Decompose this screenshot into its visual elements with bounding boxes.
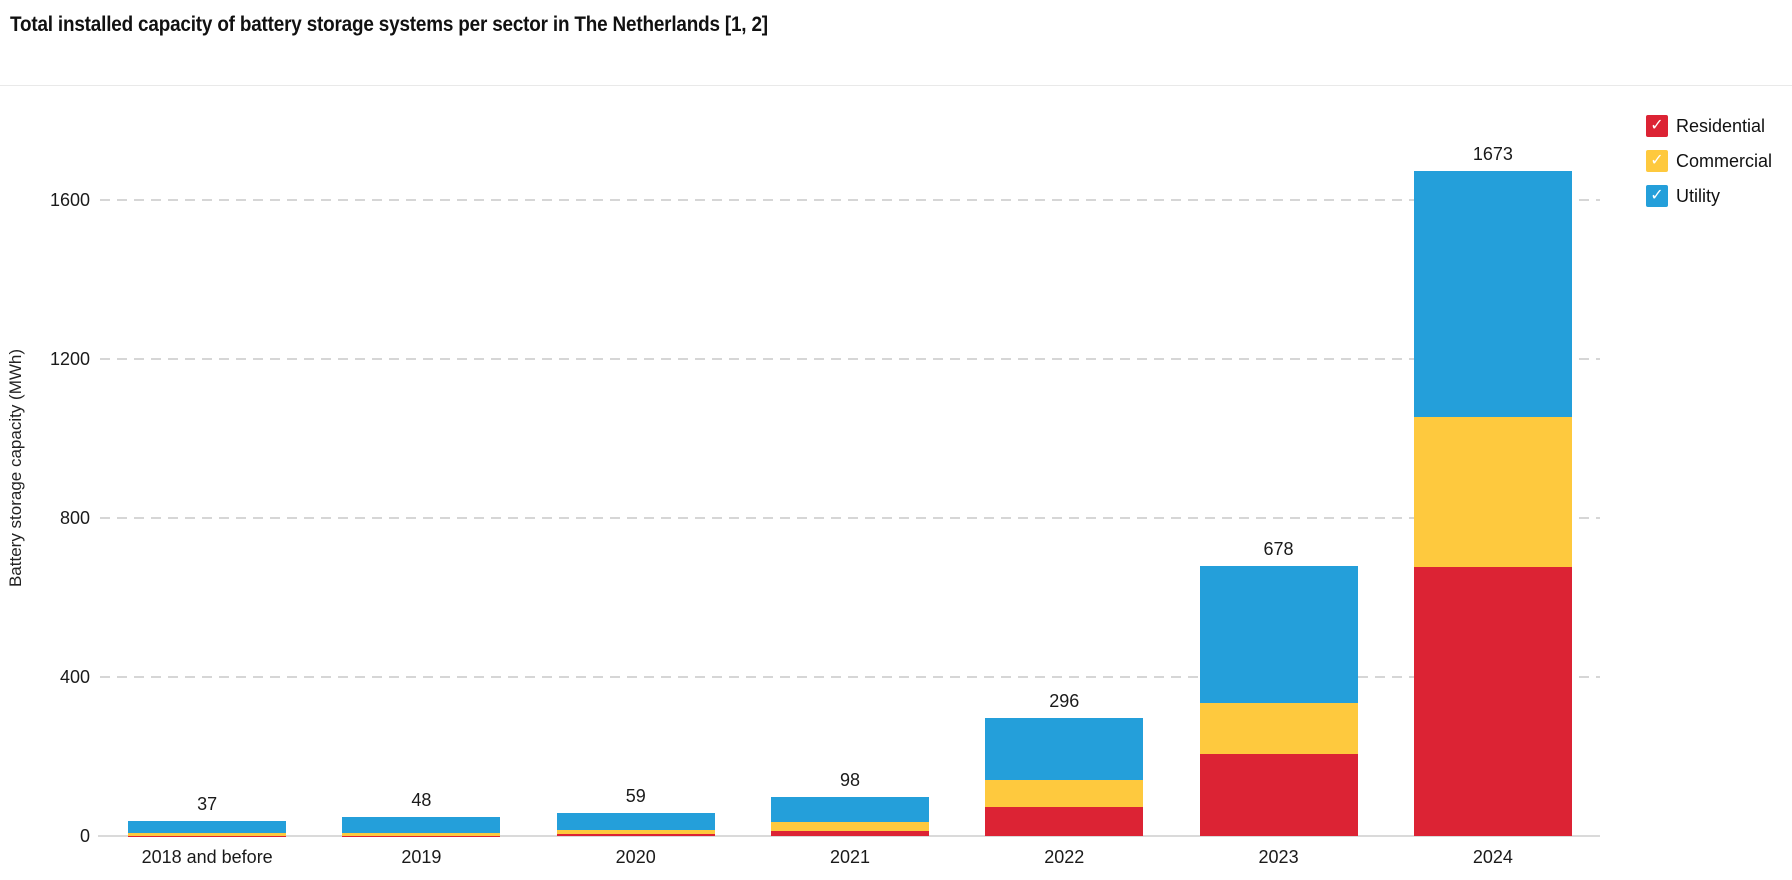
bar-total-label: 59 bbox=[625, 785, 646, 806]
y-tick-label: 1600 bbox=[49, 190, 90, 210]
bar-segment-residential[interactable] bbox=[1199, 754, 1358, 836]
x-tick-label: 2018 and before bbox=[141, 847, 273, 867]
bar-segment-residential[interactable] bbox=[556, 834, 715, 836]
checkmark-icon: ✓ bbox=[1650, 117, 1664, 134]
legend-checkbox-residential: ✓ bbox=[1646, 115, 1668, 137]
y-axis-title: Battery storage capacity (MWh) bbox=[6, 348, 25, 588]
bar-total-label: 37 bbox=[197, 794, 218, 815]
bar-segment-commercial[interactable] bbox=[771, 822, 929, 831]
bar-segment-commercial[interactable] bbox=[342, 832, 501, 836]
legend-item-commercial[interactable]: ✓ Commercial bbox=[1646, 150, 1772, 172]
bar-segment-utility[interactable] bbox=[771, 797, 929, 823]
y-tick-label: 400 bbox=[59, 667, 90, 687]
bar-segment-commercial[interactable] bbox=[985, 780, 1144, 807]
bar-segment-utility[interactable] bbox=[342, 816, 501, 833]
bar-segment-commercial[interactable] bbox=[128, 832, 287, 836]
bar-total-label: 98 bbox=[839, 770, 861, 791]
x-tick-label: 2021 bbox=[829, 847, 870, 867]
legend-item-residential[interactable]: ✓ Residential bbox=[1646, 115, 1772, 137]
bar-segment-commercial[interactable] bbox=[1199, 702, 1358, 755]
bar-total-label: 296 bbox=[1049, 691, 1080, 712]
bar-segment-utility[interactable] bbox=[1413, 170, 1572, 418]
y-gridline bbox=[100, 358, 1600, 360]
legend-label: Residential bbox=[1676, 116, 1766, 136]
bar-total-label: 48 bbox=[411, 789, 432, 810]
checkmark-icon: ✓ bbox=[1650, 187, 1664, 204]
title-divider bbox=[0, 85, 1792, 86]
bar-total-label: 678 bbox=[1263, 539, 1294, 560]
bar-segment-utility[interactable] bbox=[128, 821, 287, 833]
legend-label: Utility bbox=[1676, 186, 1720, 206]
y-gridline bbox=[100, 517, 1600, 519]
y-gridline bbox=[100, 199, 1600, 201]
legend-label: Commercial bbox=[1676, 151, 1773, 171]
legend-checkbox-utility: ✓ bbox=[1646, 185, 1668, 207]
bar-total-label: 1673 bbox=[1472, 143, 1513, 164]
x-tick-label: 2023 bbox=[1258, 847, 1299, 867]
bar-segment-utility[interactable] bbox=[1199, 566, 1358, 703]
x-tick-label: 2019 bbox=[401, 847, 442, 867]
legend: ✓ Residential ✓ Commercial ✓ Utility bbox=[1646, 115, 1772, 220]
legend-checkbox-commercial: ✓ bbox=[1646, 150, 1668, 172]
bar-segment-residential[interactable] bbox=[771, 830, 929, 836]
y-tick-label: 800 bbox=[59, 508, 90, 528]
x-tick-label: 2024 bbox=[1472, 847, 1513, 867]
legend-item-utility[interactable]: ✓ Utility bbox=[1646, 185, 1772, 207]
x-tick-label: 2022 bbox=[1044, 847, 1085, 867]
x-tick-label: 2020 bbox=[615, 847, 656, 867]
bar-segment-utility[interactable] bbox=[985, 718, 1144, 781]
y-tick-label: 1200 bbox=[49, 349, 90, 369]
y-tick-label: 0 bbox=[79, 826, 90, 846]
bar-segment-residential[interactable] bbox=[985, 806, 1144, 836]
bar-segment-commercial[interactable] bbox=[1413, 417, 1572, 567]
bar-segment-commercial[interactable] bbox=[556, 829, 715, 834]
bar-segment-utility[interactable] bbox=[556, 812, 715, 830]
checkmark-icon: ✓ bbox=[1650, 152, 1664, 169]
chart-title: Total installed capacity of battery stor… bbox=[10, 13, 768, 36]
x-axis-baseline bbox=[98, 835, 1600, 837]
y-gridline bbox=[100, 676, 1600, 678]
bar-segment-residential[interactable] bbox=[1413, 566, 1572, 836]
